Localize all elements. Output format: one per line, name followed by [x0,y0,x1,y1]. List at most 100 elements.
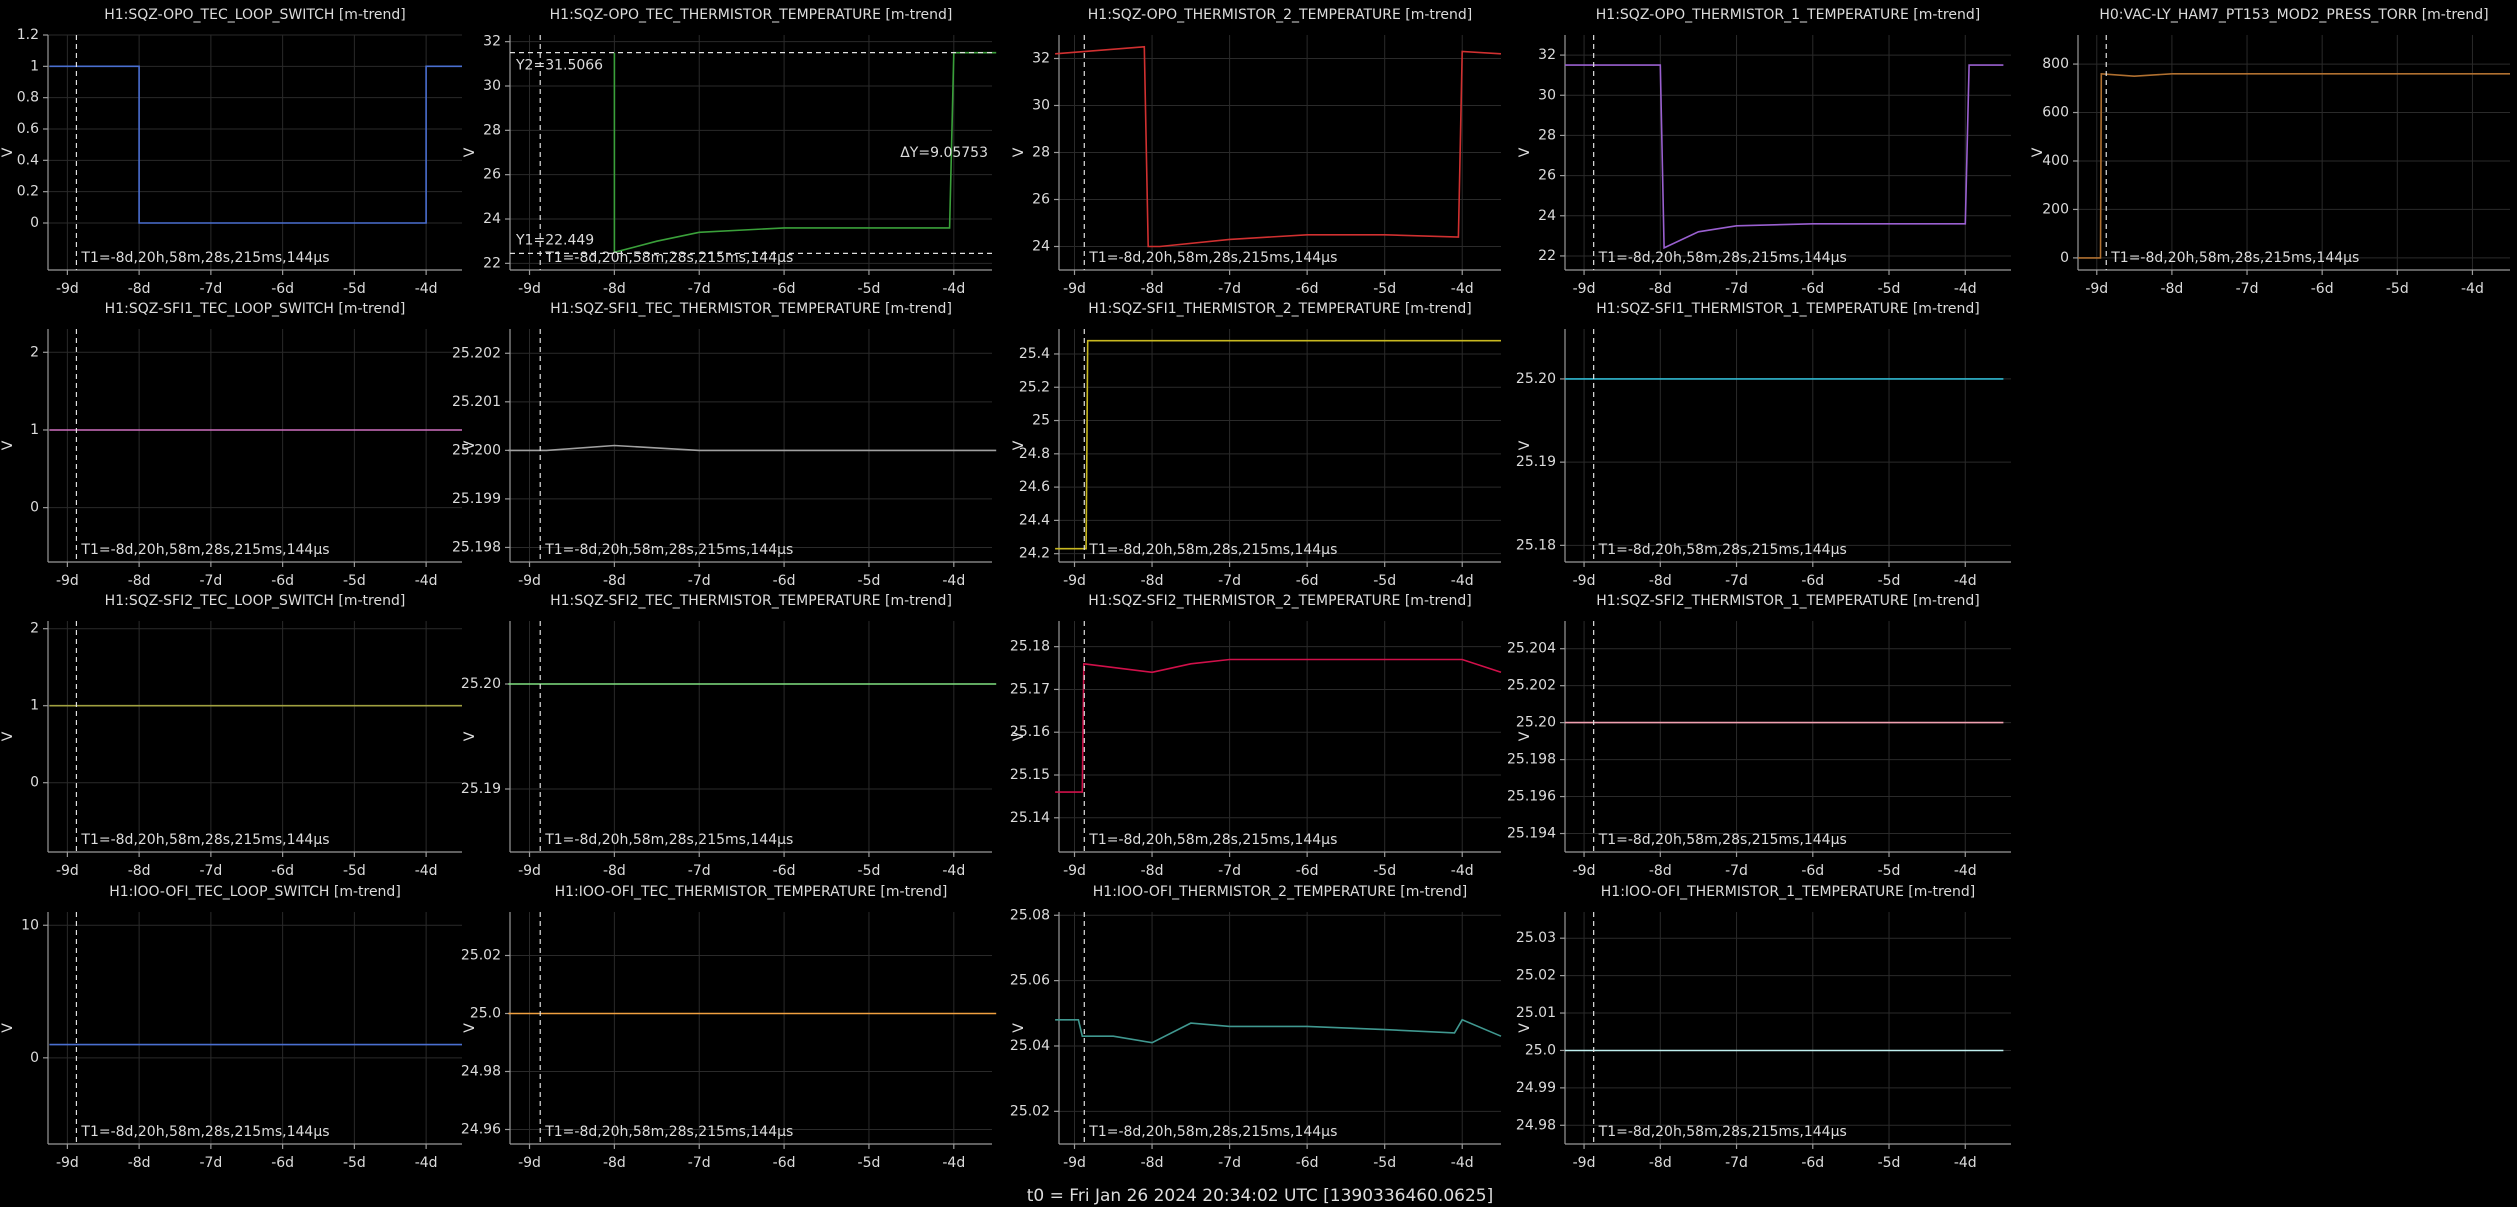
x-tick-label: -5d [1878,281,1901,297]
x-tick-label: -5d [1373,863,1396,879]
series-line [613,51,997,254]
x-tick-label: -6d [271,573,294,589]
plot-title: H0:VAC-LY_HAM7_PT153_MOD2_PRESS_TORR [m-… [2099,7,2488,23]
x-tick-label: -7d [1725,1155,1748,1171]
x-tick-label: -8d [1141,1155,1164,1171]
y-tick-label: 25.06 [1010,973,1050,989]
x-tick-label: -6d [773,1155,796,1171]
x-tick-label: -4d [415,281,438,297]
y-tick-label: 25.15 [1010,767,1050,783]
x-tick-label: -8d [603,1155,626,1171]
plot-title: H1:IOO-OFI_TEC_THERMISTOR_TEMPERATURE [m… [555,884,948,900]
y-tick-label: 24.99 [1516,1080,1556,1096]
y-tick-label: 2 [30,344,39,360]
y-tick-label: 32 [1538,47,1556,63]
y-tick-label: 26 [1538,168,1556,184]
y-axis-label: V [1517,440,1533,450]
x-tick-label: -9d [1573,1155,1596,1171]
x-tick-label: -5d [858,863,881,879]
x-tick-label: -4d [942,281,965,297]
y-tick-label: 32 [1032,51,1050,67]
plot-title: H1:SQZ-OPO_TEC_THERMISTOR_TEMPERATURE [m… [550,7,953,23]
footer-time: t0 = Fri Jan 26 2024 20:34:02 UTC [13903… [1027,1186,1493,1206]
y-cursor-label: Y1=22.449 [515,232,594,248]
x-cursor-label: T1=-8d,20h,58m,28s,215ms,144µs [544,542,793,558]
y-tick-label: 25.02 [1516,968,1556,984]
x-tick-label: -4d [1954,281,1977,297]
plot-panel: H1:SQZ-SFI2_THERMISTOR_1_TEMPERATURE [m-… [1507,593,2011,879]
plot-title: H1:SQZ-SFI2_TEC_LOOP_SWITCH [m-trend] [105,593,406,609]
plot-panel: H0:VAC-LY_HAM7_PT153_MOD2_PRESS_TORR [m-… [2030,7,2510,297]
x-cursor-label: T1=-8d,20h,58m,28s,215ms,144µs [1088,832,1337,848]
x-tick-label: -9d [518,281,541,297]
x-tick-label: -8d [128,1155,151,1171]
y-tick-label: 800 [2042,56,2069,72]
x-tick-label: -4d [415,863,438,879]
y-tick-label: 30 [1032,98,1050,114]
y-axis-label: V [0,440,16,450]
x-tick-label: -6d [1801,573,1824,589]
y-axis-label: V [2030,147,2046,157]
series-line [1055,1018,1502,1044]
plot-panel: H1:IOO-OFI_THERMISTOR_2_TEMPERATURE [m-t… [1010,884,1502,1171]
plot-title: H1:SQZ-SFI1_TEC_LOOP_SWITCH [m-trend] [105,301,406,317]
x-tick-label: -5d [343,281,366,297]
x-tick-label: -4d [415,573,438,589]
x-tick-label: -5d [858,281,881,297]
series-line [1565,64,2004,250]
y-tick-label: 25.18 [1010,639,1050,655]
x-tick-label: -9d [2085,281,2108,297]
x-tick-label: -9d [1063,573,1086,589]
x-tick-label: -7d [2236,281,2259,297]
x-tick-label: -8d [1649,281,1672,297]
x-tick-label: -7d [199,863,222,879]
y-axis-label: V [1517,1023,1533,1033]
y-tick-label: 22 [1538,248,1556,264]
y-tick-label: 0 [30,215,39,231]
y-tick-label: 25.200 [452,442,501,458]
y-tick-label: 24 [1538,208,1556,224]
x-tick-label: -5d [1373,573,1396,589]
y-tick-label: 25.04 [1010,1038,1050,1054]
y-tick-label: 10 [21,917,39,933]
y-axis-label: V [462,440,478,450]
series-line [49,65,462,224]
plot-panel: H1:SQZ-SFI2_TEC_THERMISTOR_TEMPERATURE [… [461,593,997,879]
x-tick-label: -6d [1296,573,1319,589]
y-tick-label: 0.2 [17,184,39,200]
y-axis-label: V [1011,440,1027,450]
plot-title: H1:SQZ-SFI1_THERMISTOR_1_TEMPERATURE [m-… [1596,301,1980,317]
x-tick-label: -7d [1725,863,1748,879]
y-tick-label: 25.01 [1516,1005,1556,1021]
x-tick-label: -7d [1218,863,1241,879]
y-axis-label: V [1517,147,1533,157]
x-tick-label: -4d [1451,863,1474,879]
x-cursor-label: T1=-8d,20h,58m,28s,215ms,144µs [80,542,329,558]
x-tick-label: -4d [1451,1155,1474,1171]
x-tick-label: -9d [518,863,541,879]
y-tick-label: 30 [483,78,501,94]
x-tick-label: -8d [1141,863,1164,879]
y-tick-label: 25.20 [1516,371,1556,387]
y-axis-label: V [462,147,478,157]
x-tick-label: -9d [1573,863,1596,879]
x-tick-label: -5d [1373,1155,1396,1171]
x-tick-label: -8d [1649,1155,1672,1171]
x-tick-label: -4d [1954,1155,1977,1171]
y-tick-label: 25.194 [1507,826,1556,842]
x-tick-label: -7d [688,863,711,879]
plot-panel: H1:SQZ-SFI2_TEC_LOOP_SWITCH [m-trend] V 0 1… [0,593,462,879]
x-tick-label: -6d [1801,863,1824,879]
x-cursor-label: T1=-8d,20h,58m,28s,215ms,144µs [80,1124,329,1140]
plot-panel: H1:SQZ-OPO_TEC_LOOP_SWITCH [m-trend] V 0 0.… [0,7,462,297]
x-tick-label: -7d [688,573,711,589]
plot-title: H1:IOO-OFI_THERMISTOR_1_TEMPERATURE [m-t… [1601,884,1975,900]
y-tick-label: 25.0 [470,1006,501,1022]
y-tick-label: 25.202 [1507,678,1556,694]
y-tick-label: 25.199 [452,491,501,507]
y-tick-label: 2 [30,621,39,637]
series-line [1055,658,1502,793]
plot-title: H1:SQZ-OPO_THERMISTOR_1_TEMPERATURE [m-t… [1596,7,1980,23]
x-tick-label: -9d [56,281,79,297]
